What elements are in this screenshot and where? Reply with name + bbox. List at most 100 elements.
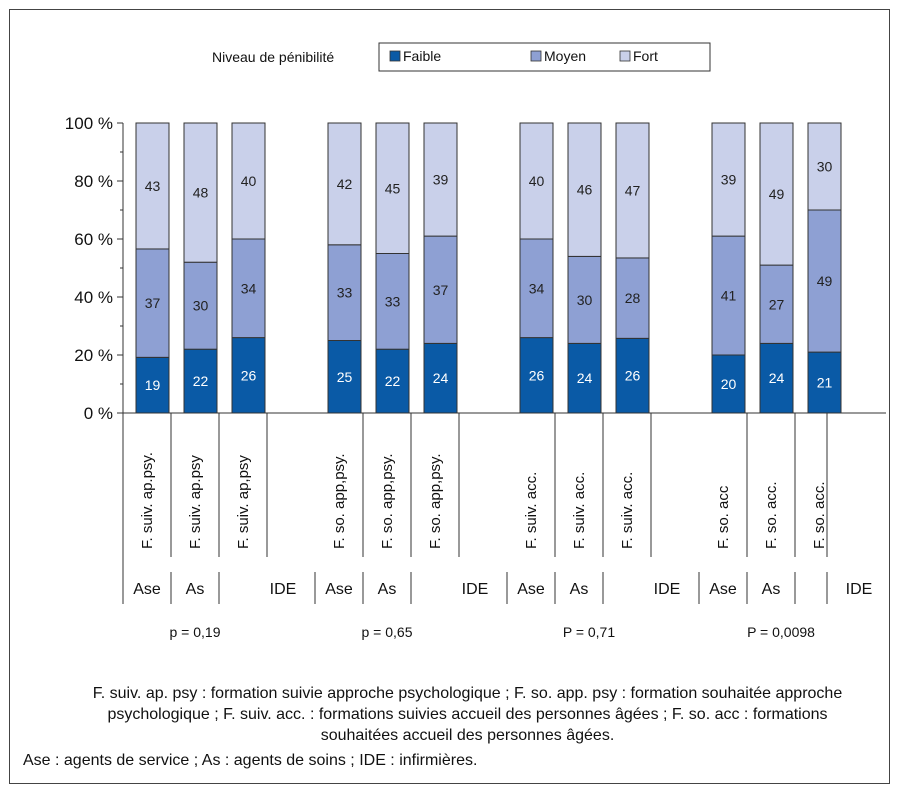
legend-label-faible: Faible [403,48,441,64]
data-label: 49 [769,186,785,202]
data-label: 22 [193,373,209,389]
data-label: 30 [193,298,209,314]
data-label: 37 [145,295,161,311]
legend-box [378,42,711,72]
role-label: Ase [133,581,161,598]
data-label: 41 [721,288,737,304]
data-label: 24 [769,370,785,386]
abbreviation-note: Ase : agents de service ; As : agents de… [23,752,478,769]
bar-segment-fort [375,122,410,254]
category-label: F. so. acc [715,485,732,549]
bar-segment-fort [615,122,650,259]
legend-label-moyen: Moyen [544,48,586,64]
data-label: 43 [145,178,161,194]
bar-segment-fort [807,122,842,211]
bar-segment-moyen [807,209,842,353]
category-label: F. so. acc. [763,481,780,549]
bar-segment-faible [327,340,362,414]
legend-label-fort: Fort [633,48,658,64]
data-label: 27 [769,296,785,312]
bar-segment-moyen [423,235,458,344]
p-value-label: P = 0,0098 [747,624,815,640]
y-tick-label: 80 % [74,172,113,191]
bar-segment-fort [519,122,554,240]
data-label: 33 [385,293,401,309]
data-label: 19 [145,377,161,393]
bar-segment-fort [135,122,170,250]
data-label: 28 [625,290,641,306]
figure-frame [9,9,890,784]
legend-title: Niveau de pénibilité [212,49,334,65]
y-tick-label: 40 % [74,288,113,307]
bar-segment-moyen [519,238,554,339]
bar-segment-fort [711,122,746,237]
bar-segment-fort [423,122,458,237]
role-label: As [378,581,397,598]
bar-segment-fort [759,122,794,266]
data-label: 30 [577,292,593,308]
data-label: 24 [433,370,449,386]
role-label: Ase [709,581,737,598]
data-label: 40 [529,173,545,189]
bar-segment-faible [375,348,410,414]
category-label: F. so. app,psy. [379,453,396,549]
y-tick-label: 20 % [74,346,113,365]
data-label: 21 [817,375,833,391]
data-label: 30 [817,159,833,175]
legend-swatch-fort [619,50,631,62]
legend-swatch-faible [389,50,401,62]
category-label: F. suiv. ap,psy [235,455,252,549]
category-label: F. suiv. acc. [571,472,588,549]
category-label: F. so. app,psy. [427,453,444,549]
bar-segment-moyen [375,253,410,350]
figure-caption: F. suiv. ap. psy : formation suivie appr… [92,685,843,744]
p-value-label: P = 0,71 [563,624,616,640]
category-label: F. suiv. ap.psy. [139,452,156,549]
data-label: 24 [577,370,593,386]
data-label: 26 [625,368,641,384]
data-label: 48 [193,185,209,201]
data-label: 47 [625,182,641,198]
bar-segment-fort [567,122,602,257]
role-label: IDE [270,581,297,598]
p-value-label: p = 0,65 [362,624,413,640]
bar-segment-moyen [711,235,746,356]
data-label: 39 [721,172,737,188]
bar-segment-faible [519,337,554,414]
bar-segment-moyen [759,264,794,344]
data-label: 45 [385,180,401,196]
role-label: IDE [654,581,681,598]
data-label: 33 [337,285,353,301]
bar-segment-faible [183,348,218,414]
data-label: 34 [529,280,545,296]
p-value-label: p = 0,19 [170,624,221,640]
bar-segment-moyen [615,257,650,339]
y-tick-label: 0 % [84,404,113,423]
bar-segment-faible [567,342,602,414]
data-label: 25 [337,369,353,385]
role-label: As [762,581,781,598]
bar-segment-faible [615,337,650,414]
data-label: 20 [721,376,737,392]
bar-segment-faible [231,337,266,414]
category-label: F. so. acc. [811,481,828,549]
category-label: F. suiv. ap.psy [187,455,204,549]
bar-segment-fort [231,122,266,240]
data-label: 39 [433,172,449,188]
data-label: 22 [385,373,401,389]
role-label: Ase [517,581,545,598]
role-label: IDE [846,581,873,598]
legend-swatch-moyen [530,50,542,62]
data-label: 37 [433,282,449,298]
data-label: 34 [241,280,257,296]
data-label: 46 [577,182,593,198]
bar-segment-moyen [135,248,170,358]
bar-segment-fort [183,122,218,263]
y-tick-label: 60 % [74,230,113,249]
bar-segment-moyen [567,255,602,344]
role-label: As [186,581,205,598]
data-label: 42 [337,176,353,192]
bar-segment-fort [327,122,362,246]
role-label: IDE [462,581,489,598]
